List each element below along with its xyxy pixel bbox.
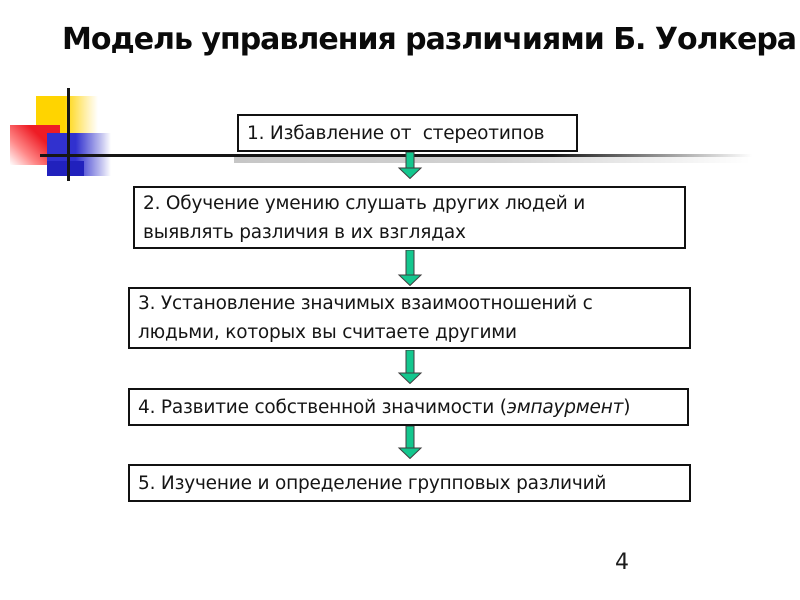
down-arrow-icon <box>397 426 423 459</box>
flow-step-3-box: 3. Установление значимых взаимоотношений… <box>128 287 691 349</box>
flow-step-2-text-line2: выявлять различия в их взглядах <box>143 221 466 243</box>
flow-step-2-text-line1: 2. Обучение умению слушать других людей … <box>143 192 586 214</box>
decorative-horizontal-line <box>40 154 752 157</box>
flow-step-1-box: 1. Избавление от стереотипов <box>237 114 578 152</box>
flow-step-4-text-prefix: 4. Развитие собственной значимости ( <box>138 396 507 418</box>
flow-step-4-box: 4. Развитие собственной значимости (эмпа… <box>128 388 689 426</box>
decorative-vertical-line <box>67 88 70 181</box>
down-arrow-icon <box>397 250 423 286</box>
slide-title: Модель управления различиями Б. Уолкера <box>62 22 797 57</box>
down-arrow-icon <box>397 350 423 384</box>
flow-step-5-box: 5. Изучение и определение групповых разл… <box>128 464 691 502</box>
flow-step-3-text-line1: 3. Установление значимых взаимоотношений… <box>138 293 593 314</box>
decorative-dark-blue-square <box>47 161 84 176</box>
flow-step-4-text-suffix: ) <box>623 396 631 418</box>
down-arrow-icon <box>397 152 423 179</box>
page-number: 4 <box>615 550 629 575</box>
decorative-horizontal-shadow-band <box>234 157 750 163</box>
flow-step-5-text: 5. Изучение и определение групповых разл… <box>138 472 607 494</box>
flow-step-2-box: 2. Обучение умению слушать других людей … <box>133 186 686 249</box>
flow-step-4-text: 4. Развитие собственной значимости (эмпа… <box>138 393 679 422</box>
flow-step-3-text-line2: людьми, которых вы считаете другими <box>138 322 517 343</box>
flow-step-4-text-italic: эмпаурмент <box>506 396 624 418</box>
flow-step-1-text: 1. Избавление от стереотипов <box>247 122 545 144</box>
